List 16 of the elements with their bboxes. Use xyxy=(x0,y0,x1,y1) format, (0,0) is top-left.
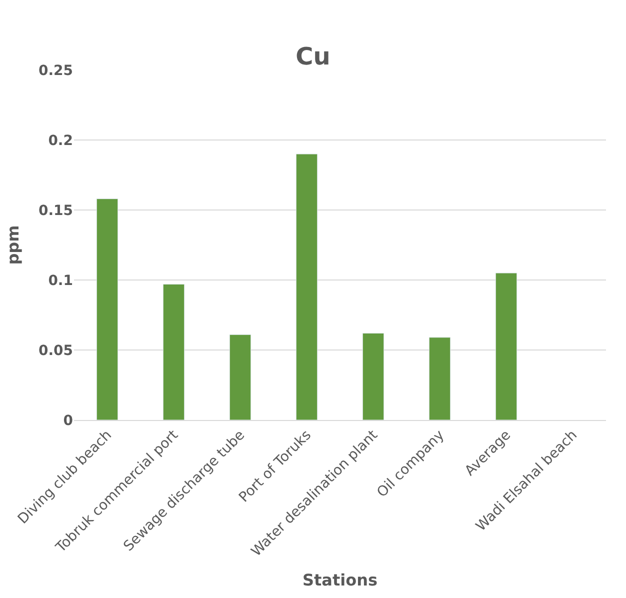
x-axis-title: Stations xyxy=(302,570,378,590)
y-tick-label: 0.1 xyxy=(48,272,73,289)
chart-title: Cu xyxy=(296,42,330,71)
bar xyxy=(229,334,252,420)
y-tick-label: 0.05 xyxy=(38,342,73,359)
bar xyxy=(428,337,451,420)
bar xyxy=(162,284,185,420)
bar xyxy=(296,154,318,420)
bar xyxy=(495,272,518,420)
bar xyxy=(362,332,384,420)
bar xyxy=(96,198,118,420)
y-tick-label: 0.15 xyxy=(38,202,73,219)
y-tick-label: 0.25 xyxy=(38,62,73,79)
y-axis-title: ppm xyxy=(3,225,22,265)
y-tick-label: 0.2 xyxy=(48,132,73,149)
y-tick-label: 0 xyxy=(63,412,74,429)
